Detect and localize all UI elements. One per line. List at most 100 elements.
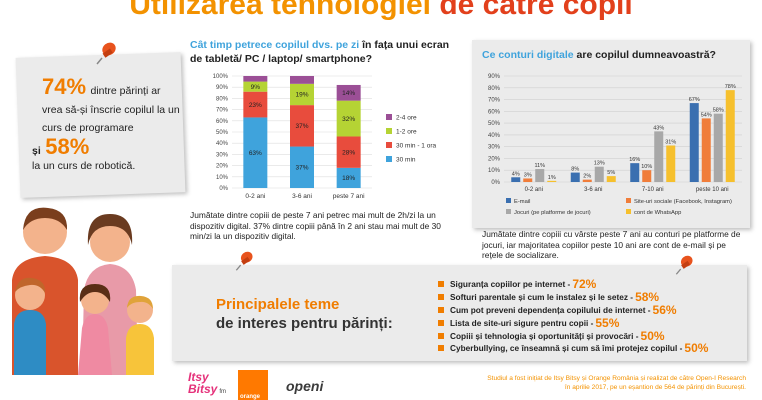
bar — [725, 90, 735, 182]
bar — [547, 180, 557, 182]
x-tick-label: 3-6 ani — [292, 193, 312, 200]
legend-swatch — [386, 142, 392, 148]
data-label: 1% — [548, 175, 556, 181]
fm-logo-text: fm — [219, 389, 227, 395]
y-tick-label: 80% — [488, 86, 501, 92]
itsy-logo-text: Itsy — [188, 370, 209, 384]
y-tick-label: 10% — [216, 175, 229, 181]
x-tick-label: 0-2 ani — [525, 187, 543, 193]
bar-segment — [243, 81, 268, 92]
bitsy-logo-text: Bitsy — [188, 382, 218, 396]
data-label: 67% — [689, 97, 700, 103]
bullet-icon — [438, 306, 444, 313]
topic-text: Lista de site-uri sigure pentru copii - — [450, 317, 594, 328]
bar — [701, 118, 711, 182]
data-label: 3% — [524, 172, 532, 178]
page-title: Utilizarea tehnologiei de către copii — [0, 0, 762, 22]
y-tick-label: 0% — [491, 180, 500, 186]
source-note: Studiul a fost inițiat de Itsy Bitsy și … — [487, 374, 746, 392]
family-illustration — [12, 207, 154, 375]
openi-logo-text: openi — [286, 378, 324, 394]
y-tick-label: 0% — [219, 186, 228, 192]
legend-swatch — [506, 198, 511, 203]
bar — [523, 178, 533, 182]
topics-heading-line2: de interes pentru părinți: — [216, 315, 393, 332]
y-tick-label: 100% — [213, 74, 229, 80]
bar-segment — [336, 136, 361, 168]
topic-text: Cyberbullying, ce înseamnă și cum să îmi… — [450, 343, 683, 354]
data-label: 58% — [713, 108, 724, 114]
topics-list: Siguranța copiilor pe internet - 72% Soft… — [438, 277, 738, 355]
bar — [713, 113, 723, 182]
stat-robotics-pct: 58% — [45, 134, 90, 159]
bar — [689, 103, 699, 182]
bar — [666, 145, 676, 182]
data-label: 2% — [583, 174, 591, 180]
topic-pct: 50% — [640, 328, 665, 343]
y-tick-label: 30% — [488, 145, 501, 151]
y-tick-label: 40% — [488, 133, 501, 139]
chart1-question: Cât timp petrece copilul dvs. pe zi în f… — [190, 38, 460, 66]
bar-segment — [243, 76, 268, 82]
legend-swatch — [626, 198, 631, 203]
bar-segment — [290, 83, 314, 106]
topic-pct: 58% — [635, 290, 660, 305]
y-tick-label: 80% — [216, 96, 229, 102]
legend-label: cont de WhatsApp — [634, 210, 681, 216]
topic-item: Cyberbullying, ce înseamnă și cum să îmi… — [438, 341, 738, 355]
topic-text: Cum pot preveni dependența copilului de … — [450, 304, 651, 315]
y-tick-label: 90% — [488, 74, 501, 80]
topic-pct: 72% — [572, 277, 597, 292]
x-tick-label: peste 10 ani — [696, 187, 729, 193]
topics-heading-line1: Principalele teme — [216, 296, 340, 313]
bar — [630, 163, 640, 182]
topics-panel: Principalele teme de interes pentru pări… — [172, 265, 747, 361]
source-line-2: în aprilie 2017, pe un eșantion de 564 d… — [564, 384, 746, 391]
bar — [606, 176, 616, 182]
screen-time-summary: Jumătate dintre copiii de peste 7 ani pe… — [190, 210, 441, 241]
stat-programming-text: dintre părinți ar vrea să-și înscrie cop… — [42, 85, 180, 134]
bar — [654, 131, 664, 182]
topic-text: Copiii și tehnologia și oportunități și … — [450, 330, 639, 341]
stats-block: 74% dintre părinți ar vrea să-și înscrie… — [30, 62, 185, 194]
y-tick-label: 70% — [216, 108, 229, 114]
bar — [511, 177, 521, 182]
data-label: 23% — [249, 102, 262, 109]
bullet-icon — [438, 319, 444, 326]
legend-label: 2-4 ore — [396, 115, 417, 122]
title-part-2: de către copii — [439, 0, 633, 21]
data-label: 18% — [342, 175, 355, 182]
pushpin-icon — [235, 251, 253, 271]
bar — [642, 170, 652, 182]
screen-time-chart: 0% 10% 20% 30% 40% 50% 60% 70% 80% 90% 100% 63% 23% 9… — [213, 74, 437, 200]
bullet-icon — [438, 294, 444, 301]
bar-segment — [290, 146, 314, 188]
topic-text: Softuri parentale și cum le instalez și … — [450, 292, 634, 303]
bar — [535, 169, 545, 182]
topic-item: Cum pot preveni dependența copilului de … — [438, 303, 738, 317]
data-label: 28% — [342, 149, 355, 156]
data-label: 5% — [607, 170, 615, 176]
bar — [570, 172, 580, 182]
data-label: 8% — [571, 167, 579, 173]
stat-programming-pct: 74% — [42, 74, 87, 99]
data-label: 19% — [295, 92, 308, 99]
topic-text: Siguranța copiilor pe internet - — [450, 279, 571, 290]
legend-label: 30 min - 1 ora — [396, 143, 436, 150]
chart2-question-highlight: Ce conturi digitale — [482, 49, 574, 61]
bullet-icon — [438, 345, 444, 352]
legend-label: Site-uri sociale (Facebook, Instagram) — [634, 199, 732, 205]
legend-label: 1-2 ore — [396, 129, 417, 136]
orange-logo-text: orange — [240, 394, 261, 400]
data-label: 31% — [665, 139, 676, 145]
bar-segment — [336, 100, 361, 137]
y-tick-label: 60% — [488, 109, 501, 115]
y-tick-label: 20% — [488, 156, 501, 162]
legend-label: E-mail — [514, 199, 530, 205]
data-label: 9% — [251, 84, 261, 91]
topic-item: Copiii și tehnologia și oportunități și … — [438, 328, 738, 343]
data-label: 43% — [653, 125, 664, 131]
stat-conjunction: și — [32, 145, 41, 157]
bar — [594, 166, 604, 182]
bullet-icon — [438, 281, 444, 288]
